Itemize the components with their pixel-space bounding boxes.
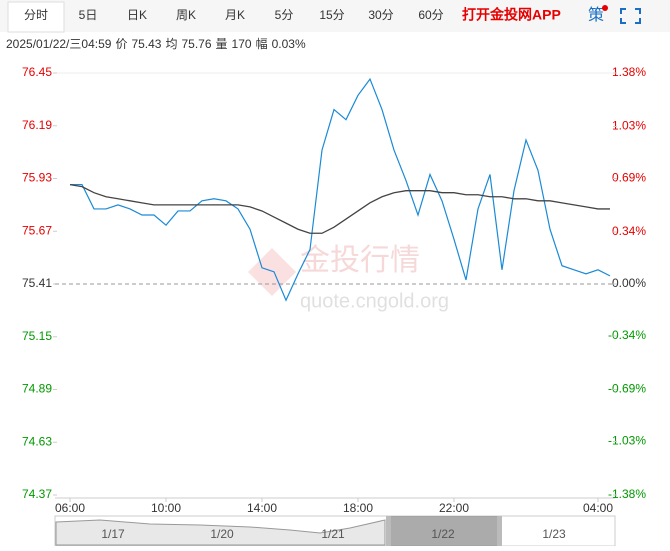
info-vol-label: 量 — [216, 37, 228, 51]
info-price: 75.43 — [131, 37, 161, 51]
info-datetime: 2025/01/22/三04:59 — [6, 37, 112, 51]
info-avg-label: 均 — [165, 37, 177, 51]
app-link[interactable]: 打开金投网APP — [462, 7, 561, 23]
strategy-button[interactable]: 策 — [588, 6, 604, 24]
y-tick-label: 75.15 — [22, 329, 52, 343]
y-tick-label: 76.19 — [22, 118, 52, 132]
tab[interactable]: 周K — [176, 8, 196, 22]
y2-tick-label: 0.34% — [612, 224, 646, 238]
watermark-title: 金投行情 — [300, 244, 420, 277]
x-tick-label: 22:00 — [439, 501, 469, 515]
tab[interactable]: 月K — [225, 8, 245, 22]
average-line — [69, 183, 610, 234]
x-tick-label: 14:00 — [247, 501, 277, 515]
info-avg: 75.76 — [182, 37, 212, 51]
x-tick-label: 04:00 — [583, 501, 613, 515]
watermark: 金投行情 quote.cngold.org — [248, 244, 449, 312]
navigator-selection[interactable] — [391, 516, 497, 546]
fullscreen-button[interactable] — [620, 8, 641, 24]
y-tick-label: 74.63 — [22, 434, 52, 448]
info-price-label: 价 — [115, 37, 127, 51]
tab[interactable]: 5日 — [79, 8, 98, 22]
tab-bar — [0, 0, 670, 32]
watermark-logo — [248, 248, 296, 296]
y-tick-label: 74.37 — [22, 487, 52, 501]
navigator-label: 1/21 — [321, 527, 345, 541]
tab[interactable]: 60分 — [418, 8, 443, 22]
tab[interactable]: 分时 — [24, 8, 48, 22]
x-tick-label: 06:00 — [55, 501, 85, 515]
y2-tick-label: 0.00% — [612, 276, 646, 290]
y-tick-label: 75.67 — [22, 223, 52, 237]
x-tick-label: 18:00 — [343, 501, 373, 515]
info-vol: 170 — [232, 37, 252, 51]
tab[interactable]: 30分 — [368, 8, 393, 22]
tab[interactable]: 日K — [127, 8, 147, 22]
navigator-label: 1/17 — [101, 527, 125, 541]
y-tick-label: 75.41 — [22, 276, 52, 290]
y-tick-label: 76.45 — [22, 65, 52, 79]
y2-tick-label: 0.69% — [612, 171, 646, 185]
y2-tick-label: -0.34% — [608, 328, 646, 342]
navigator-handle[interactable] — [386, 516, 391, 546]
info-amp-label: 幅 — [256, 36, 268, 51]
active-tab[interactable] — [7, 1, 65, 33]
navigator-handle[interactable] — [497, 516, 502, 546]
y2-tick-label: -1.03% — [608, 434, 646, 448]
watermark-url: quote.cngold.org — [300, 290, 449, 312]
y2-tick-label: 1.38% — [612, 65, 646, 79]
y2-tick-label: 1.03% — [612, 119, 646, 133]
navigator-label: 1/22 — [431, 527, 455, 541]
x-tick-label: 10:00 — [151, 501, 181, 515]
y2-tick-label: -1.38% — [608, 487, 646, 501]
y2-tick-label: -0.69% — [608, 382, 646, 396]
y-tick-label: 75.93 — [22, 171, 52, 185]
tab[interactable]: 15分 — [319, 8, 344, 22]
y-tick-label: 74.89 — [22, 382, 52, 396]
navigator-label: 1/23 — [542, 527, 566, 541]
navigator-preview — [55, 519, 386, 546]
price-line — [70, 77, 611, 302]
notice-dot — [602, 5, 608, 11]
tab[interactable]: 5分 — [275, 8, 294, 22]
info-amp: 0.03% — [272, 37, 306, 51]
navigator-label: 1/20 — [210, 527, 234, 541]
